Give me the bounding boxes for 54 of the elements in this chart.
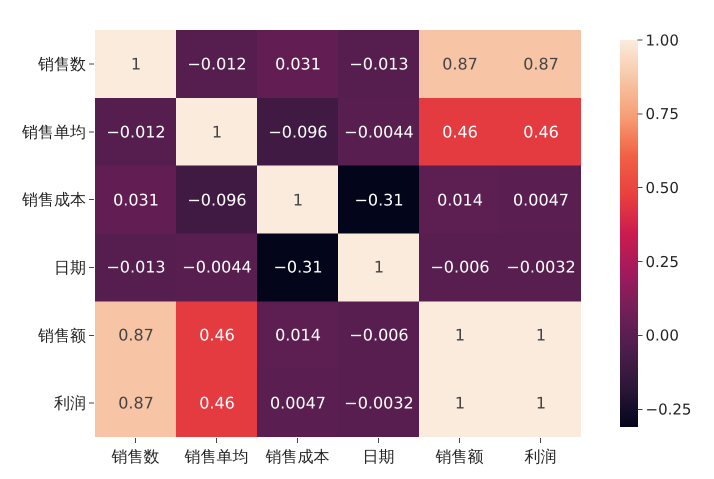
data-label: −0.012 xyxy=(106,122,166,142)
y-tick-label: 销售数 xyxy=(36,54,86,74)
data-label: 0.014 xyxy=(275,326,321,345)
y-tick-label: 利润 xyxy=(54,394,86,413)
color-bar-label: 1.00 xyxy=(646,31,679,50)
data-label: 1 xyxy=(536,394,546,413)
x-tick-label: 销售额 xyxy=(434,447,484,466)
data-label: 1 xyxy=(212,122,222,142)
data-label: 0.87 xyxy=(118,394,154,413)
y-tick-label: 销售额 xyxy=(36,326,86,345)
data-label: 1 xyxy=(374,258,384,277)
data-label: 0.46 xyxy=(523,122,559,142)
data-label: −0.012 xyxy=(187,54,247,74)
data-label: 0.014 xyxy=(437,190,483,210)
color-bar-label: 0.75 xyxy=(646,105,679,124)
data-label: 1 xyxy=(454,394,466,413)
data-label: 1 xyxy=(454,326,466,345)
x-tick-label: 销售成本 xyxy=(264,447,330,466)
color-bar-label: 0.00 xyxy=(646,326,679,345)
data-label: −0.0044 xyxy=(344,122,414,142)
data-label: 1 xyxy=(536,326,546,345)
data-label: 0.0047 xyxy=(513,190,569,210)
y-tick-label: 销售成本 xyxy=(20,190,86,210)
color-bar-label: 0.25 xyxy=(646,252,679,271)
x-tick-label: 利润 xyxy=(524,447,556,466)
data-label: 0.87 xyxy=(118,326,154,345)
data-label: −0.31 xyxy=(273,258,323,277)
x-tick-label: 销售数 xyxy=(110,447,160,466)
data-label: −0.006 xyxy=(430,258,490,277)
data-label: 1 xyxy=(292,190,304,210)
data-label: −0.0032 xyxy=(344,394,414,413)
data-label: −0.096 xyxy=(268,122,328,142)
x-tick-label: 销售单均 xyxy=(184,447,248,466)
data-label: 0.0047 xyxy=(270,394,326,413)
data-label: −0.013 xyxy=(349,54,409,74)
data-label: −0.013 xyxy=(106,258,166,277)
data-label: 0.46 xyxy=(199,394,235,413)
data-label: −0.31 xyxy=(354,190,404,210)
color-bar-label: 0.50 xyxy=(646,178,679,197)
y-tick-label: 日期 xyxy=(54,258,86,278)
y-tick-label: 销售单均 xyxy=(20,122,86,142)
color-bar-label: −0.25 xyxy=(646,400,692,419)
data-label: −0.0032 xyxy=(506,258,576,277)
data-label: −0.0044 xyxy=(182,258,252,277)
data-label: −0.006 xyxy=(349,326,409,345)
data-label: 0.46 xyxy=(199,326,235,345)
x-tick-label: 日期 xyxy=(362,447,394,466)
data-label: −0.096 xyxy=(187,190,247,210)
data-label: 1 xyxy=(130,54,142,74)
data-label: 0.87 xyxy=(442,54,478,74)
data-label: 0.46 xyxy=(442,122,478,142)
data-label: 0.031 xyxy=(113,190,159,210)
data-label: 0.031 xyxy=(275,54,321,74)
data-label: 0.87 xyxy=(523,54,559,74)
